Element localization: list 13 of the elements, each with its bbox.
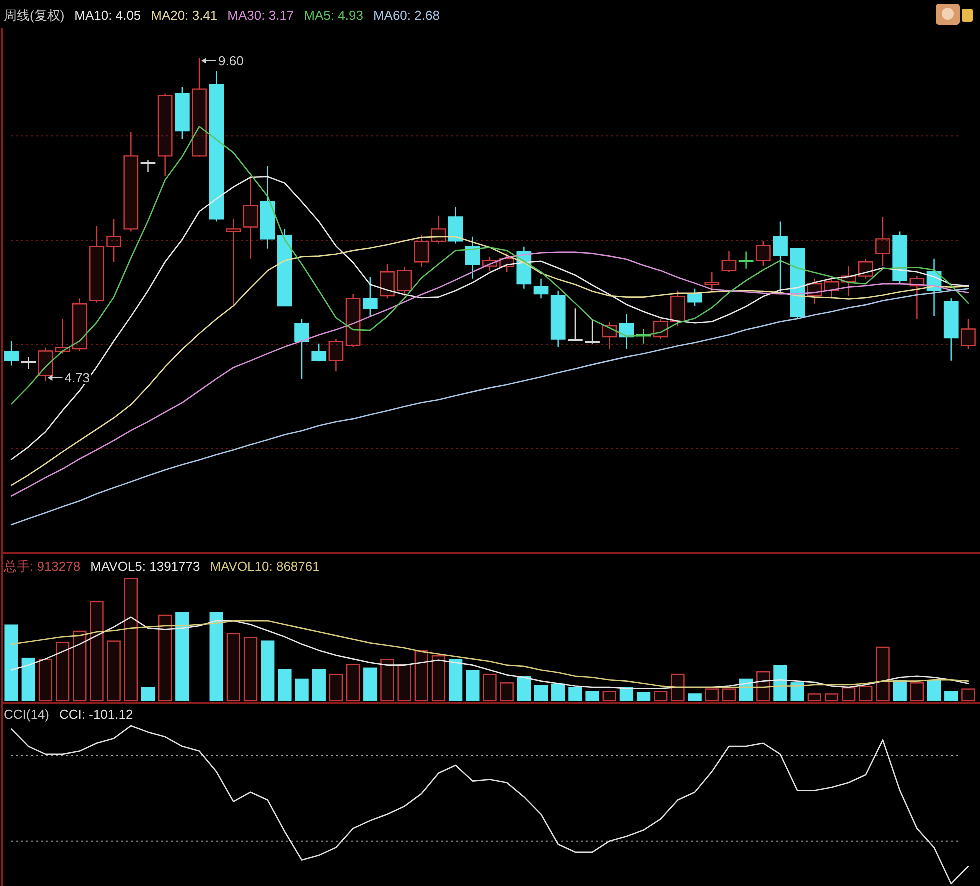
text: MA20: 3.41 (151, 8, 218, 23)
text: MA5: 4.93 (304, 8, 364, 23)
text: 总手: 913278 (3, 559, 81, 574)
series-label: CCI: -101.12 (60, 707, 134, 722)
annotation: 4.73 (64, 370, 90, 386)
text: MAVOL10: 868761 (210, 559, 320, 574)
annotation: 9.60 (218, 54, 244, 68)
text: MA60: 2.68 (373, 8, 440, 23)
chart-title: 周线(复权) (4, 8, 65, 23)
text: MA30: 3.17 (228, 8, 294, 23)
chart-title: CCI(14) (4, 707, 50, 722)
text: MA10: 4.05 (74, 8, 142, 23)
text: MAVOL5: 1391773 (90, 559, 200, 574)
